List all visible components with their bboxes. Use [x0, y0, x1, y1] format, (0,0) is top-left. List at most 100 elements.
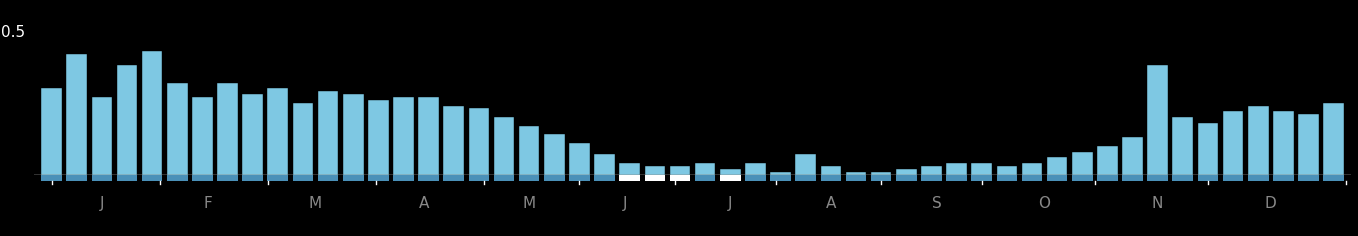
- Bar: [444, 175, 464, 181]
- Bar: [619, 163, 640, 175]
- Bar: [796, 175, 816, 181]
- Bar: [444, 105, 464, 175]
- Bar: [217, 175, 238, 181]
- Bar: [1248, 105, 1268, 175]
- Bar: [1021, 163, 1042, 175]
- Bar: [595, 155, 615, 175]
- Bar: [394, 97, 414, 175]
- Bar: [318, 91, 338, 175]
- Bar: [191, 97, 213, 175]
- Bar: [820, 175, 841, 181]
- Bar: [1323, 103, 1344, 175]
- Bar: [820, 166, 841, 175]
- Bar: [720, 169, 740, 175]
- Bar: [1071, 152, 1093, 175]
- Bar: [292, 103, 314, 175]
- Bar: [41, 88, 62, 175]
- Bar: [669, 175, 690, 181]
- Bar: [268, 88, 288, 175]
- Bar: [469, 175, 489, 181]
- Bar: [141, 51, 163, 175]
- Text: A: A: [418, 196, 429, 211]
- Bar: [569, 143, 589, 175]
- Bar: [870, 175, 891, 181]
- Bar: [469, 108, 489, 175]
- Bar: [519, 175, 539, 181]
- Bar: [695, 175, 716, 181]
- Bar: [1172, 117, 1194, 175]
- Bar: [619, 175, 640, 181]
- Bar: [242, 175, 263, 181]
- Text: J: J: [728, 196, 732, 211]
- Bar: [494, 117, 515, 175]
- Bar: [167, 175, 187, 181]
- Bar: [519, 126, 539, 175]
- Bar: [1198, 123, 1218, 175]
- Bar: [1222, 111, 1244, 175]
- Bar: [1272, 175, 1294, 181]
- Bar: [318, 175, 338, 181]
- Bar: [167, 83, 187, 175]
- Bar: [645, 175, 665, 181]
- Bar: [1122, 175, 1143, 181]
- Bar: [242, 94, 263, 175]
- Bar: [921, 166, 941, 175]
- Bar: [870, 172, 891, 175]
- Bar: [595, 175, 615, 181]
- Bar: [217, 83, 238, 175]
- Bar: [368, 100, 388, 175]
- Text: M: M: [523, 196, 536, 211]
- Bar: [67, 175, 87, 181]
- Bar: [896, 169, 917, 175]
- Bar: [1272, 111, 1294, 175]
- Bar: [971, 163, 991, 175]
- Bar: [545, 134, 565, 175]
- Bar: [117, 175, 137, 181]
- Text: A: A: [826, 196, 837, 211]
- Bar: [494, 175, 515, 181]
- Bar: [997, 175, 1017, 181]
- Bar: [846, 175, 866, 181]
- Bar: [41, 175, 62, 181]
- Bar: [997, 166, 1017, 175]
- Bar: [1198, 175, 1218, 181]
- Bar: [1148, 175, 1168, 181]
- Bar: [1248, 175, 1268, 181]
- Text: N: N: [1152, 196, 1164, 211]
- Bar: [921, 175, 941, 181]
- Text: M: M: [308, 196, 322, 211]
- Text: J: J: [99, 196, 105, 211]
- Bar: [545, 175, 565, 181]
- Bar: [645, 166, 665, 175]
- Bar: [1172, 175, 1194, 181]
- Bar: [1097, 175, 1118, 181]
- Bar: [344, 175, 364, 181]
- Text: S: S: [932, 196, 941, 211]
- Bar: [896, 175, 917, 181]
- Bar: [394, 175, 414, 181]
- Bar: [746, 175, 766, 181]
- Bar: [796, 155, 816, 175]
- Bar: [191, 175, 213, 181]
- Bar: [1298, 175, 1319, 181]
- Bar: [1298, 114, 1319, 175]
- Bar: [1323, 175, 1344, 181]
- Bar: [91, 175, 113, 181]
- Bar: [117, 65, 137, 175]
- Bar: [141, 175, 163, 181]
- Bar: [91, 97, 113, 175]
- Bar: [1047, 157, 1067, 175]
- Bar: [695, 163, 716, 175]
- Bar: [669, 166, 690, 175]
- Bar: [292, 175, 314, 181]
- Text: O: O: [1039, 196, 1051, 211]
- Bar: [770, 172, 790, 175]
- Text: D: D: [1264, 196, 1277, 211]
- Bar: [368, 175, 388, 181]
- Bar: [344, 94, 364, 175]
- Bar: [1097, 146, 1118, 175]
- Bar: [947, 175, 967, 181]
- Bar: [569, 175, 589, 181]
- Bar: [947, 163, 967, 175]
- Bar: [1222, 175, 1244, 181]
